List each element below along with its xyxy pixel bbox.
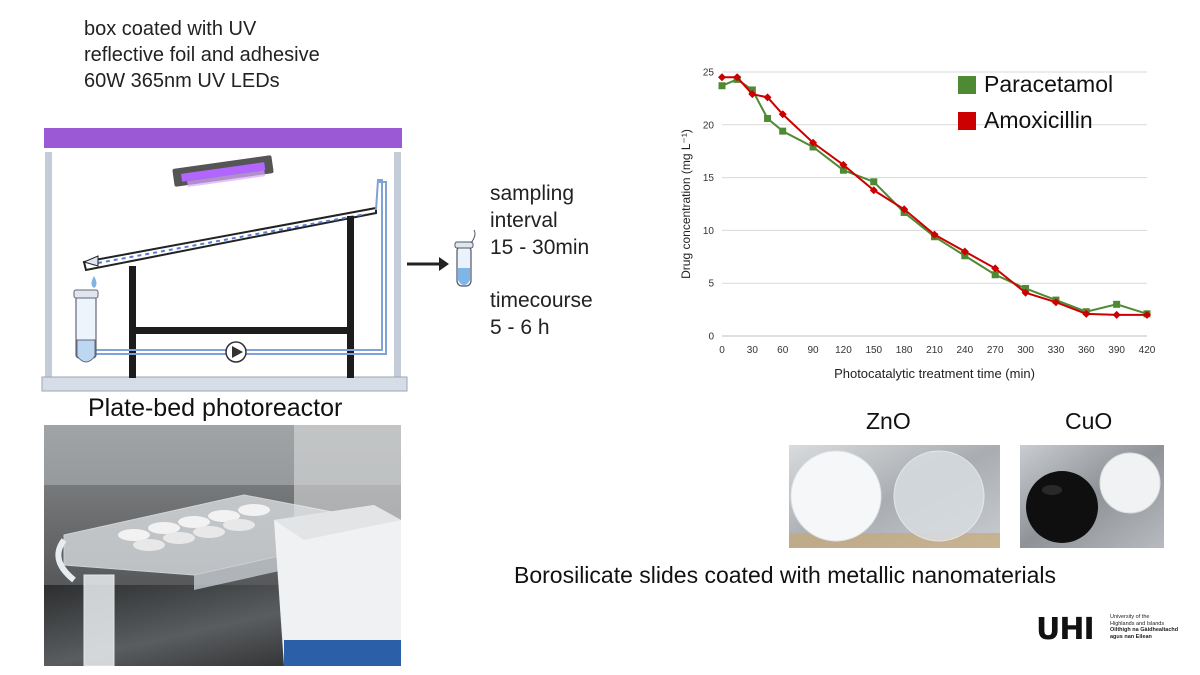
x-tick-label: 330 [1048,345,1065,356]
logo-line: agus nan Eilean [1110,633,1152,640]
data-point [748,90,757,99]
data-point [748,86,756,94]
sampling-info: sampling interval 15 - 30min timecourse … [490,180,593,341]
y-tick-label: 15 [703,173,715,184]
slide-label-zno: ZnO [866,408,911,434]
data-point [1113,300,1121,308]
frame-right [394,152,401,377]
box-caption: box coated with UV reflective foil and a… [84,16,320,94]
data-point [778,110,787,119]
data-point [733,73,742,82]
y-tick-label: 20 [703,120,715,131]
data-point [763,93,772,102]
stand [129,216,354,378]
box-caption-line: 60W 365nm UV LEDs [84,70,280,92]
timecourse-line: timecourse [490,289,593,312]
x-tick-label: 270 [987,345,1004,356]
collection-tube-icon [73,289,99,363]
x-tick-label: 180 [896,345,913,356]
x-tick-label: 60 [777,345,789,356]
drug-concentration-chart: 0 5 10 15 20 25 0 30 60 90 120 150 180 210 240 270 300 33… [679,68,1156,382]
data-point [991,264,1000,273]
logo-line: University of the [1110,614,1150,620]
slides-caption: Borosilicate slides coated with metallic… [514,562,1057,588]
y-tick-label: 5 [708,279,714,290]
y-tick-label: 0 [708,332,714,343]
data-point [870,178,878,186]
data-point [779,127,787,135]
x-tick-label: 420 [1139,345,1156,356]
sampling-line: sampling [490,182,575,205]
legend-swatch [958,112,976,130]
uhi-logo: UHI [1036,612,1095,647]
data-point [960,247,969,256]
data-point [1021,288,1030,297]
uv-lamp-icon [172,155,274,188]
y-tick-label: 10 [703,226,715,237]
photoreactor-schematic [41,128,408,392]
data-point [1112,310,1121,319]
box-caption-line: box coated with UV [84,18,257,40]
data-point [809,138,818,147]
frame-left [45,152,52,377]
x-tick-label: 120 [835,345,852,356]
data-point [1022,284,1030,292]
data-point [839,166,847,174]
plate-bed [82,206,377,272]
data-point [900,205,909,214]
sample-vial-icon [454,229,476,287]
data-point [809,143,817,151]
logo-line: Oilthigh na Gàidhealtachd [1110,627,1179,633]
data-point [764,114,772,122]
legend-label: Paracetamol [984,71,1113,97]
timecourse-line: 5 - 6 h [490,316,550,339]
data-point [869,186,878,195]
box-caption-line: reflective foil and adhesive [84,44,320,66]
legend-label: Amoxicillin [984,107,1093,133]
reactor-photo [44,425,401,666]
cuo-slides-photo [1020,445,1164,548]
reactor-title: Plate-bed photoreactor [88,394,343,422]
x-tick-label: 210 [926,345,943,356]
uv-foil-bar [44,128,402,148]
data-point [961,252,969,260]
x-tick-label: 360 [1078,345,1095,356]
x-tick-label: 30 [747,345,759,356]
data-point [718,73,726,82]
slide-label-cuo: CuO [1065,408,1113,434]
droplet-icon [91,276,97,288]
data-point [718,82,726,90]
data-point [839,160,848,169]
legend-swatch [958,76,976,94]
x-tick-label: 90 [808,345,820,356]
frame-base [41,376,408,392]
x-axis-label: Photocatalytic treatment time (min) [834,366,1035,381]
sampling-line: 15 - 30min [490,236,590,259]
data-point [1051,298,1060,307]
data-point [991,271,999,279]
data-point [930,230,939,239]
sampling-line: interval [490,209,558,232]
x-tick-label: 240 [957,345,974,356]
x-tick-label: 150 [865,345,882,356]
x-tick-label: 0 [719,345,725,356]
x-tick-label: 390 [1108,345,1125,356]
sampling-arrow [407,229,476,287]
zno-slides-photo [789,445,1000,548]
logo-line: Highlands and Islands [1110,620,1165,627]
uhi-logo-text: University of the Highlands and Islands … [1110,614,1190,640]
y-axis-label: Drug concentration (mg L⁻¹) [679,129,693,279]
y-tick-label: 25 [703,68,715,79]
pump-icon [225,341,247,363]
data-point [1143,310,1151,319]
x-tick-label: 300 [1017,345,1034,356]
data-point [1082,309,1091,318]
